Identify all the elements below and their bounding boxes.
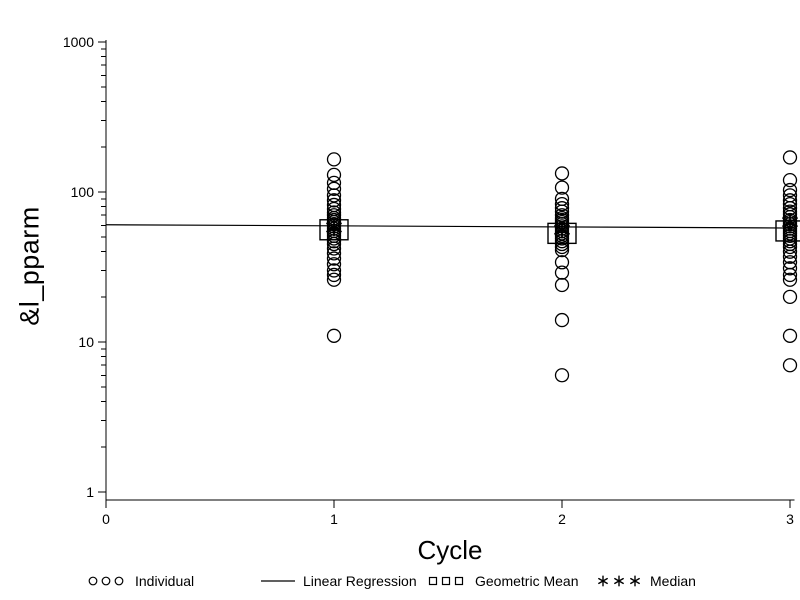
data-point-circle <box>326 328 342 343</box>
data-point-circle <box>554 368 570 383</box>
data-point-circle <box>326 181 342 196</box>
data-point-circle <box>782 358 798 373</box>
data-point-circle <box>554 196 570 212</box>
data-point-circle <box>326 167 342 183</box>
data-point-circle <box>326 152 342 167</box>
data-point-circle <box>326 257 342 272</box>
data-point-circle <box>554 255 570 270</box>
data-point-circle <box>326 193 342 208</box>
x-axis-tick-label: 2 <box>558 511 566 527</box>
data-point-circle <box>326 236 342 252</box>
data-point-circle <box>326 188 342 203</box>
data-point-circle <box>782 267 798 283</box>
y-axis-tick-label: 1000 <box>63 34 94 50</box>
data-point-circle <box>554 312 570 328</box>
data-point-circle <box>326 246 342 261</box>
regression-line <box>105 224 795 229</box>
y-axis-title: &l_pparm <box>14 206 45 326</box>
data-point-circle <box>326 272 342 287</box>
y-axis-tick-label: 100 <box>71 184 95 200</box>
data-point-circle <box>782 272 798 287</box>
y-axis-tick-label: 10 <box>78 334 94 350</box>
median-asterisk <box>782 217 798 227</box>
data-point-circle <box>782 172 798 188</box>
line-symbol-icon <box>261 580 295 582</box>
x-axis-tick-label: 1 <box>330 511 338 527</box>
data-point-circle <box>326 251 342 266</box>
legend-item-median: Median <box>596 573 696 589</box>
y-axis-tick-label: 1 <box>86 484 94 500</box>
median-asterisk <box>554 224 570 235</box>
legend-label: Median <box>650 573 696 589</box>
data-point-circle <box>782 289 798 304</box>
data-point-circle <box>782 150 798 165</box>
data-point-circle <box>782 328 798 343</box>
data-point-circle <box>326 241 342 256</box>
data-point-circle <box>782 249 798 264</box>
asterisk-glyph <box>614 577 624 585</box>
median-asterisk <box>326 222 342 233</box>
x-axis-title: Cycle <box>417 535 483 565</box>
circle-symbol-icon <box>88 576 124 586</box>
data-point-circle <box>554 201 570 216</box>
legend: Individual Linear Regression Geometric M… <box>0 573 800 595</box>
data-point-circle <box>782 261 798 276</box>
asterisk-glyph <box>598 577 608 585</box>
data-point-circle <box>782 182 798 198</box>
x-axis-tick-label: 3 <box>786 511 794 527</box>
legend-label: Linear Regression <box>303 573 417 589</box>
x-axis-tick-label: 0 <box>102 511 110 527</box>
data-point-circle <box>326 267 342 283</box>
legend-item-individual: Individual <box>87 573 194 589</box>
asterisk-symbol-icon <box>598 575 640 587</box>
asterisk-glyph <box>630 577 640 585</box>
data-point-circle <box>554 265 570 280</box>
data-point-circle <box>554 166 570 181</box>
legend-item-linear-regression: Linear Regression <box>261 573 417 589</box>
data-point-circle <box>554 180 570 195</box>
legend-item-geometric-mean: Geometric Mean <box>427 573 578 589</box>
legend-label: Geometric Mean <box>475 573 579 589</box>
square-symbol-icon <box>428 576 464 586</box>
legend-label: Individual <box>135 573 195 589</box>
data-point-circle <box>782 244 798 259</box>
data-point-circle <box>782 193 798 208</box>
data-point-circle <box>326 263 342 278</box>
data-point-circle <box>554 239 570 255</box>
data-point-circle <box>554 277 570 293</box>
